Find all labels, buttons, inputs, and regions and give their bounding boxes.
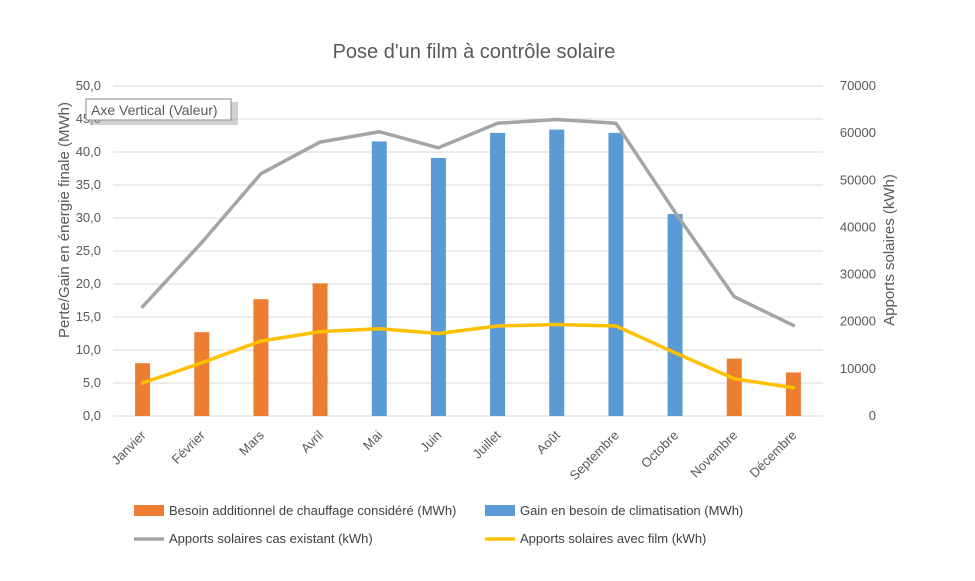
right-tick-label: 0: [869, 408, 876, 423]
bar: [785, 372, 801, 416]
x-tick-label: Juillet: [470, 427, 504, 461]
series-line: [140, 322, 796, 390]
left-tick-label: 20,0: [76, 276, 101, 291]
legend-label: Apports solaires cas existant (kWh): [169, 531, 373, 546]
right-tick-label: 30000: [840, 267, 876, 282]
x-tick-label: Juin: [417, 428, 444, 455]
legend-item: Gain en besoin de climatisation (MWh): [485, 503, 743, 518]
left-tick-label: 30,0: [76, 210, 101, 225]
legend-swatch: [134, 505, 164, 516]
line-group: [140, 117, 796, 390]
legend-label: Apports solaires avec film (kWh): [520, 531, 706, 546]
legend-item: Apports solaires cas existant (kWh): [134, 531, 373, 546]
axis-tooltip-text: Axe Vertical (Valeur): [91, 102, 218, 118]
bar: [253, 299, 269, 416]
x-tick-label: Décembre: [747, 428, 800, 481]
legend-label: Gain en besoin de climatisation (MWh): [520, 503, 743, 518]
x-tick-label: Mars: [236, 427, 267, 458]
bar: [371, 141, 387, 416]
bar: [430, 157, 446, 416]
legend-label: Besoin additionnel de chauffage considér…: [169, 503, 456, 518]
left-tick-label: 15,0: [76, 309, 101, 324]
x-tick-label: Octobre: [638, 428, 681, 471]
legend: Besoin additionnel de chauffage considér…: [134, 503, 743, 546]
gridlines: [113, 85, 823, 417]
legend-item: Besoin additionnel de chauffage considér…: [134, 503, 456, 518]
right-tick-label: 50000: [840, 172, 876, 187]
right-axis-ticks: 0 10000 20000 30000 40000 50000 60000 70000: [840, 78, 876, 423]
bar: [667, 214, 683, 416]
series-line: [140, 117, 796, 328]
bar: [490, 132, 506, 417]
right-tick-label: 20000: [840, 314, 876, 329]
right-tick-label: 70000: [840, 78, 876, 93]
bar-group: [135, 129, 801, 417]
left-tick-label: 35,0: [76, 177, 101, 192]
left-tick-label: 40,0: [76, 144, 101, 159]
x-tick-label: Janvier: [108, 427, 149, 468]
legend-swatch: [485, 505, 515, 516]
bar: [312, 283, 328, 416]
right-tick-label: 40000: [840, 219, 876, 234]
bar: [726, 358, 742, 416]
axis-tooltip: Axe Vertical (Valeur): [85, 98, 238, 125]
bar: [194, 332, 210, 416]
left-axis-ticks: 0,05,010,015,020,025,030,035,040,045,050…: [76, 78, 101, 423]
bar: [135, 363, 151, 416]
right-tick-label: 60000: [840, 125, 876, 140]
x-tick-label: Février: [169, 427, 209, 467]
right-axis-title: Apports solaires (kWh): [881, 174, 898, 326]
right-tick-label: 10000: [840, 361, 876, 376]
x-tick-label: Août: [533, 427, 563, 457]
chart-title: Pose d'un film à contrôle solaire: [333, 41, 616, 63]
left-tick-label: 25,0: [76, 243, 101, 258]
left-axis-title: Perte/Gain en énergie finale (MWh): [56, 102, 73, 338]
left-tick-label: 10,0: [76, 342, 101, 357]
x-tick-label: Novembre: [687, 428, 740, 481]
bar: [608, 132, 624, 417]
x-axis-ticks: Janvier Février Mars Avril Mai Juin Juillet Aoû…: [108, 427, 799, 483]
legend-item: Apports solaires avec film (kWh): [485, 531, 706, 546]
left-tick-label: 50,0: [76, 78, 101, 93]
x-tick-label: Avril: [298, 427, 326, 455]
left-tick-label: 5,0: [83, 375, 101, 390]
left-tick-label: 0,0: [83, 408, 101, 423]
bar: [549, 129, 565, 416]
x-tick-label: Septembre: [566, 428, 622, 484]
x-tick-label: Mai: [360, 427, 385, 452]
